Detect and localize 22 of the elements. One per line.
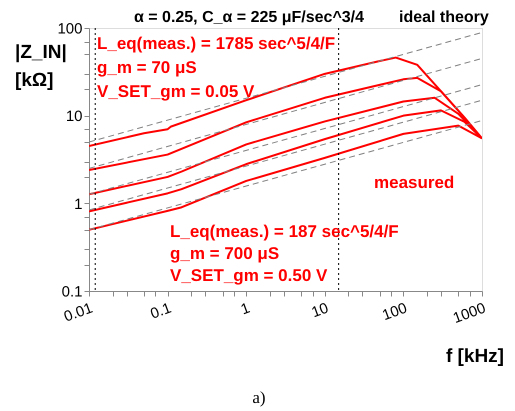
x-tick-label: 1: [238, 300, 252, 318]
annotation: L_eq(meas.) = 1785 sec^5/4/F: [97, 34, 336, 53]
chart-title: α = 0.25, C_α = 225 μF/sec^3/4: [134, 9, 364, 26]
y-tick-label: 100: [57, 20, 82, 38]
annotation: V_SET_gm = 0.05 V: [97, 82, 255, 101]
y-tick-label: 10: [66, 108, 82, 126]
x-tick-label: 10: [309, 300, 331, 322]
annotation: g_m = 700 μS: [170, 244, 280, 263]
x-tick-label: 0.01: [62, 300, 95, 326]
annotation: V_SET_gm = 0.50 V: [170, 266, 328, 285]
y-tick-label: 1: [74, 196, 82, 213]
y-axis-title: |Z_IN| [kΩ]: [15, 42, 67, 91]
annotation: g_m = 70 μS: [97, 58, 197, 77]
annotation: L_eq(meas.) = 187 sec^5/4/F: [170, 222, 399, 241]
text: ideal theory: [399, 9, 489, 26]
x-tick-label: 100: [380, 300, 410, 324]
text: a): [252, 388, 266, 407]
y-tick-label: 0.1: [62, 284, 82, 300]
x-tick-label: 0.1: [148, 300, 174, 323]
annotation: measured: [374, 173, 454, 192]
x-tick-label: 1000: [450, 300, 488, 327]
x-axis-title: f [kHz]: [446, 346, 504, 367]
